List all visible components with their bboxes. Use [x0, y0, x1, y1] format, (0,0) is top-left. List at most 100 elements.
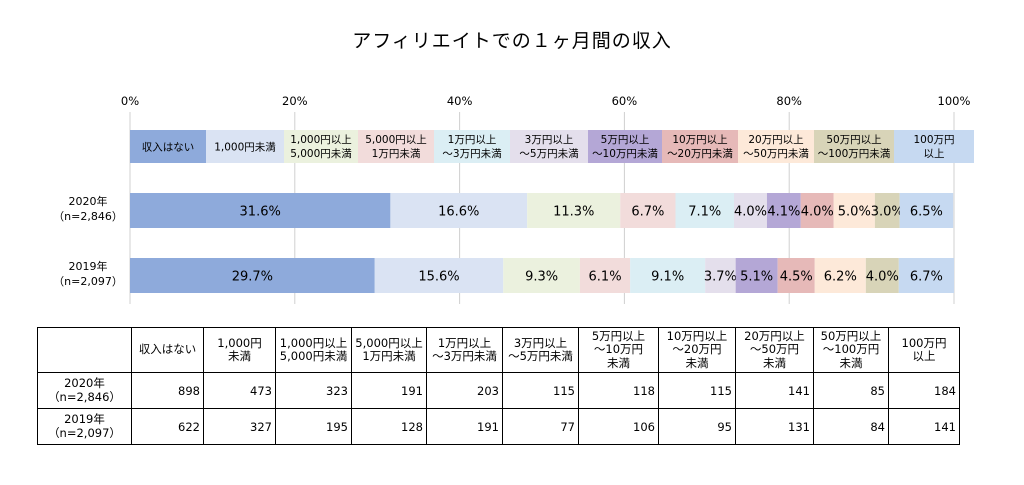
table-column-header: 1,000円以上 5,000円未満 — [275, 327, 352, 373]
data-label: 5.0% — [838, 205, 871, 220]
x-tick-label: 60% — [612, 94, 638, 108]
bar-segment — [733, 193, 767, 228]
x-tick-label: 0% — [121, 94, 139, 108]
data-table: 収入はない 1,000円 未満 1,000円以上 5,000円未満 5,000円以上 … — [37, 327, 960, 445]
bar-segment — [814, 258, 866, 293]
bar-segment — [620, 193, 676, 228]
bar-segment — [899, 193, 954, 228]
legend-label: 5万円以上〜10万円未満 — [592, 134, 658, 160]
legend-swatch — [738, 130, 814, 163]
bar-segment — [390, 193, 528, 228]
legend-label: 1,000円以上 5,000円未満 — [290, 134, 352, 160]
data-label: 6.7% — [910, 270, 943, 285]
table-cell: 115 — [658, 372, 736, 409]
table-cell: 191 — [351, 372, 427, 409]
bar-segment — [800, 193, 834, 228]
legend-label: 50万円以上〜100万円未満 — [818, 134, 891, 160]
data-label: 9.1% — [651, 270, 684, 285]
table-cell: 128 — [351, 408, 427, 445]
table-cell: 95 — [658, 408, 736, 445]
legend-label: 3万円以上〜5万円未満 — [519, 134, 579, 160]
data-label: 29.7% — [232, 270, 273, 285]
data-label: 11.3% — [553, 205, 594, 220]
table-column-header: 1万円以上 〜3万円未満 — [426, 327, 503, 373]
table-header-row: 収入はない 1,000円 未満 1,000円以上 5,000円未満 5,000円以上 … — [37, 327, 960, 373]
data-label: 4.0% — [734, 205, 767, 220]
data-label: 4.1% — [767, 205, 800, 220]
bar-segment — [130, 193, 391, 228]
chart-title: アフィリエイトでの１ヶ月間の収入 — [352, 30, 672, 52]
data-label: 6.7% — [631, 205, 664, 220]
table-cell: 141 — [735, 372, 814, 409]
legend-label: 収入はない — [142, 142, 195, 154]
legend-swatch — [894, 130, 974, 163]
bar-segment — [735, 258, 778, 293]
table-cell: 141 — [888, 408, 960, 445]
table-cell: 115 — [502, 372, 579, 409]
table-cell: 131 — [735, 408, 814, 445]
table-row-header: 2019年 （n=2,097） — [37, 408, 132, 445]
bar-segment — [898, 258, 954, 293]
data-label: 4.0% — [801, 205, 834, 220]
table-column-header: 収入はない — [131, 327, 204, 373]
data-label: 6.2% — [824, 270, 857, 285]
bar-segment — [503, 258, 580, 293]
legend-label: 1,000円未満 — [214, 142, 276, 154]
legend-label: 10万円以上〜20万円未満 — [667, 134, 733, 160]
legend-label: 5,000円以上 1万円未満 — [365, 134, 427, 160]
bar-segment — [527, 193, 621, 228]
data-label: 4.0% — [866, 270, 899, 285]
bar-segment — [865, 258, 899, 293]
legend-label: 100万円以上 — [913, 134, 954, 160]
x-tick-label: 20% — [282, 94, 308, 108]
series-label: 2019年（n=2,097） — [53, 259, 123, 288]
series-label: 2020年（n=2,846） — [53, 194, 123, 223]
data-label: 4.5% — [780, 270, 813, 285]
table-cell: 85 — [813, 372, 889, 409]
data-label: 6.1% — [589, 270, 622, 285]
x-tick-label: 40% — [447, 94, 473, 108]
legend-swatch — [206, 130, 284, 163]
table-cell: 118 — [578, 372, 659, 409]
table-corner-cell — [37, 327, 132, 373]
legend-swatch — [814, 130, 894, 163]
bar-segment — [833, 193, 875, 228]
data-label: 3.7% — [704, 270, 737, 285]
data-label: 16.6% — [438, 205, 479, 220]
table-column-header: 1,000円 未満 — [203, 327, 276, 373]
data-label: 7.1% — [688, 205, 721, 220]
table-cell: 898 — [131, 372, 204, 409]
table-column-header: 100万円 以上 — [888, 327, 960, 373]
table-row: 2019年 （n=2,097） 622 327 195 128 191 77 106 95 131… — [37, 408, 960, 445]
legend-label: 20万円以上〜50万円未満 — [743, 134, 809, 160]
bar-segment — [777, 258, 815, 293]
bar-segment — [630, 258, 706, 293]
table-cell: 106 — [578, 408, 659, 445]
table-cell: 327 — [203, 408, 276, 445]
data-label: 31.6% — [240, 205, 281, 220]
bar-segment — [579, 258, 631, 293]
data-label: 3.0% — [871, 205, 904, 220]
table-cell: 84 — [813, 408, 889, 445]
bar-segment — [766, 193, 801, 228]
table-row-header: 2020年 （n=2,846） — [37, 372, 132, 409]
data-label: 15.6% — [418, 270, 459, 285]
legend-swatch — [662, 130, 738, 163]
x-tick-label: 80% — [776, 94, 802, 108]
bar-segment — [675, 193, 734, 228]
legend-label: 1万円以上〜3万円未満 — [442, 134, 502, 160]
table-cell: 323 — [275, 372, 352, 409]
bar-segment — [130, 258, 375, 293]
table-cell: 77 — [502, 408, 579, 445]
legend-swatch — [510, 130, 588, 163]
table-cell: 473 — [203, 372, 276, 409]
table-column-header: 5,000円以上 1万円未満 — [351, 327, 427, 373]
legend-swatch — [358, 130, 434, 163]
bar-segment — [374, 258, 504, 293]
bar-segment — [705, 258, 736, 293]
x-tick-label: 100% — [938, 94, 971, 108]
legend-swatch — [588, 130, 662, 163]
table-column-header: 3万円以上 〜5万円未満 — [502, 327, 579, 373]
table-cell: 203 — [426, 372, 503, 409]
legend-swatch — [130, 130, 206, 163]
